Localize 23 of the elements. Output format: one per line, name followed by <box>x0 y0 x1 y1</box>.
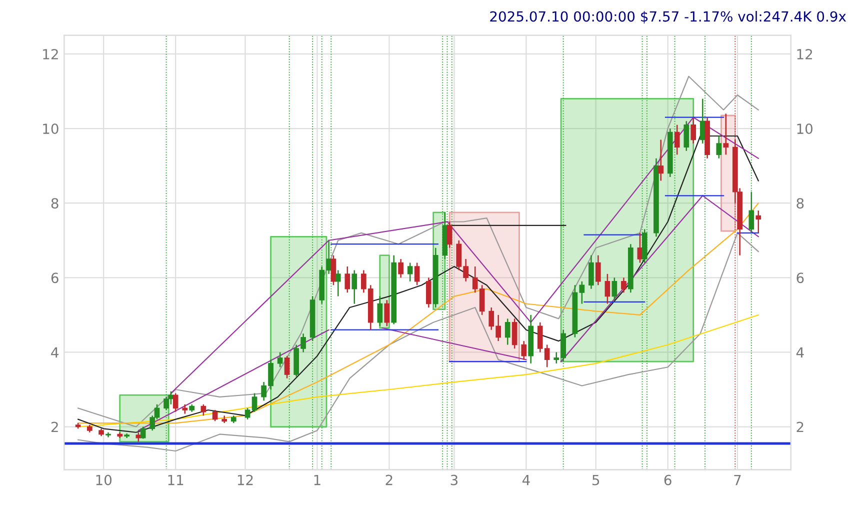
x-tick-label: 10 <box>96 474 112 486</box>
x-tick-label: 4 <box>522 474 530 486</box>
x-tick-label: 5 <box>592 474 600 486</box>
x-tick-label: 6 <box>664 474 672 486</box>
y2-tick-label: 10 <box>797 124 812 134</box>
x-tick-label: 11 <box>168 474 184 486</box>
y2-tick-label: 8 <box>796 198 804 209</box>
y2-tick-label: 6 <box>796 272 804 284</box>
y2-tick-label: 4 <box>796 347 804 358</box>
y-tick-label: 8 <box>51 198 58 209</box>
x-tick-label: 3 <box>450 474 458 486</box>
chart-title: 2025.07.10 00:00:00 $7.57 -1.17% vol:247.4K 0.9x <box>490 10 846 24</box>
y-tick-label: 4 <box>51 347 58 358</box>
x-tick-label: 12 <box>238 474 253 486</box>
x-tick-label: 7 <box>734 474 741 486</box>
x-tick-label: 1 <box>314 474 320 486</box>
y-tick-label: 10 <box>43 124 58 134</box>
y2-tick-label: 12 <box>797 48 812 60</box>
y-tick-label: 12 <box>43 48 58 60</box>
y-tick-label: 6 <box>51 272 58 284</box>
y-tick-label: 2 <box>51 422 58 432</box>
y2-tick-label: 2 <box>796 422 804 432</box>
x-tick-label: 2 <box>386 474 392 486</box>
